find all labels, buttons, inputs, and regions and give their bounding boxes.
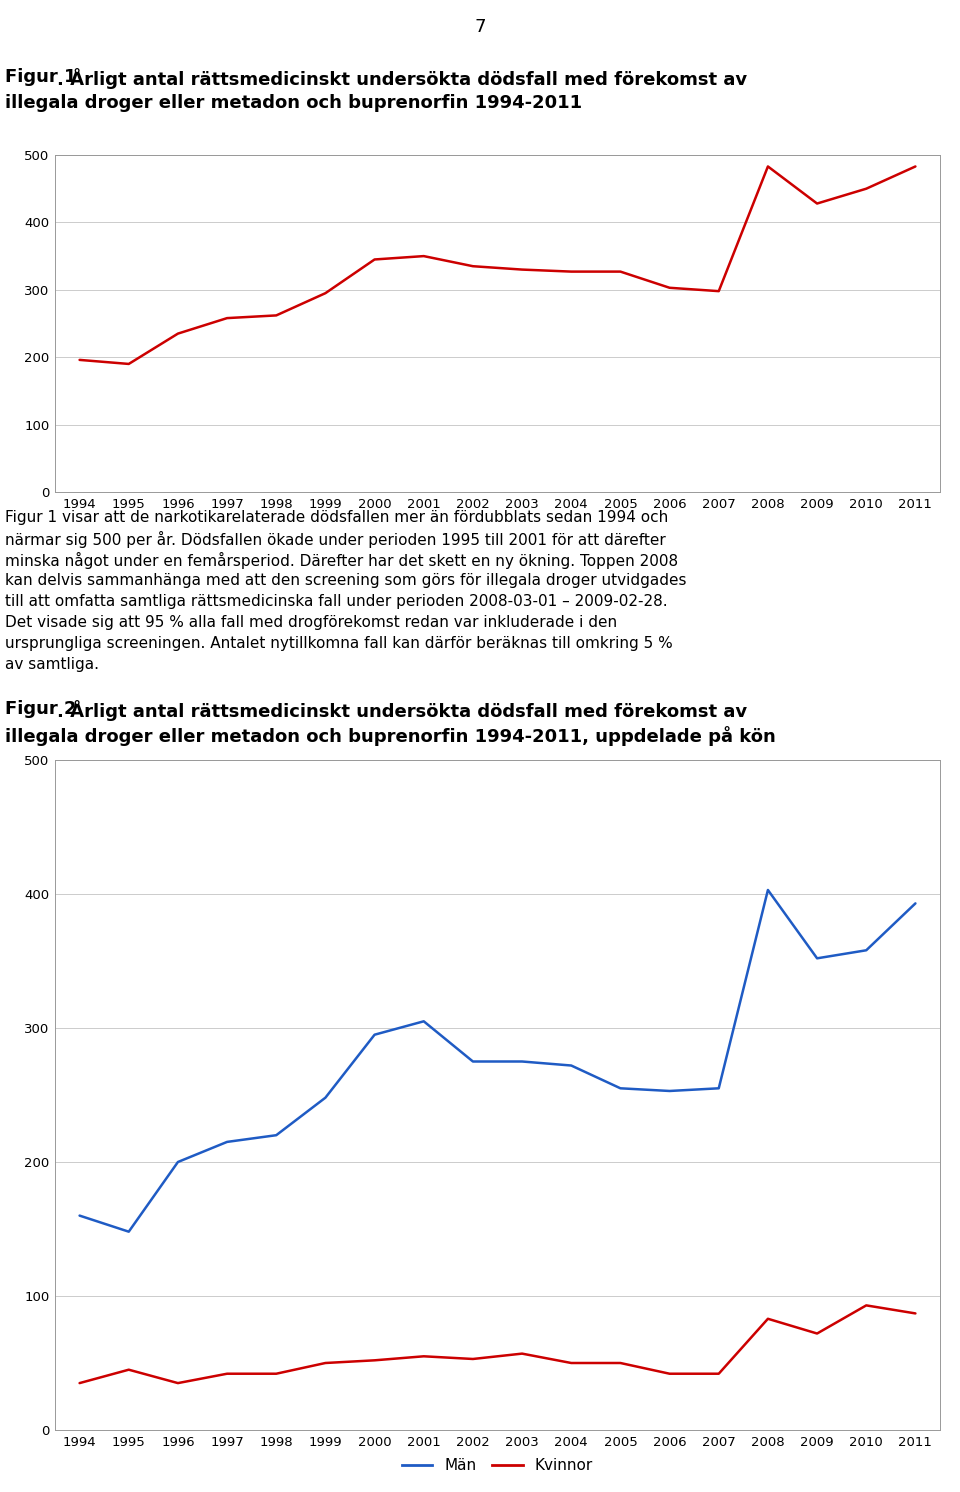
Text: Figur 1: Figur 1 (5, 69, 77, 87)
Text: 7: 7 (474, 18, 486, 36)
Text: illegala droger eller metadon och buprenorfin 1994-2011: illegala droger eller metadon och bupren… (5, 94, 582, 112)
Text: . Årligt antal rättsmedicinskt undersökta dödsfall med förekomst av: . Årligt antal rättsmedicinskt undersökt… (57, 700, 747, 721)
Text: kan delvis sammanhänga med att den screening som görs för illegala droger utvidg: kan delvis sammanhänga med att den scree… (5, 573, 686, 588)
Text: Figur 2: Figur 2 (5, 700, 77, 718)
Text: Figur 1 visar att de narkotikarelaterade dödsfallen mer än fördubblats sedan 199: Figur 1 visar att de narkotikarelaterade… (5, 510, 668, 525)
Text: Det visade sig att 95 % alla fall med drogförekomst redan var inkluderade i den: Det visade sig att 95 % alla fall med dr… (5, 615, 617, 630)
Text: ursprungliga screeningen. Antalet nytillkomna fall kan därför beräknas till omkr: ursprungliga screeningen. Antalet nytill… (5, 636, 673, 651)
Legend: Män, Kvinnor: Män, Kvinnor (396, 1452, 599, 1479)
Text: minska något under en femårsperiod. Därefter har det skett en ny ökning. Toppen : minska något under en femårsperiod. Däre… (5, 552, 678, 568)
Text: . Årligt antal rättsmedicinskt undersökta dödsfall med förekomst av: . Årligt antal rättsmedicinskt undersökt… (57, 69, 747, 90)
Text: av samtliga.: av samtliga. (5, 656, 99, 671)
Text: illegala droger eller metadon och buprenorfin 1994-2011, uppdelade på kön: illegala droger eller metadon och bupren… (5, 727, 776, 746)
Text: närmar sig 500 per år. Dödsfallen ökade under perioden 1995 till 2001 för att dä: närmar sig 500 per år. Dödsfallen ökade … (5, 531, 665, 548)
Text: till att omfatta samtliga rättsmedicinska fall under perioden 2008-03-01 – 2009-: till att omfatta samtliga rättsmedicinsk… (5, 594, 667, 609)
